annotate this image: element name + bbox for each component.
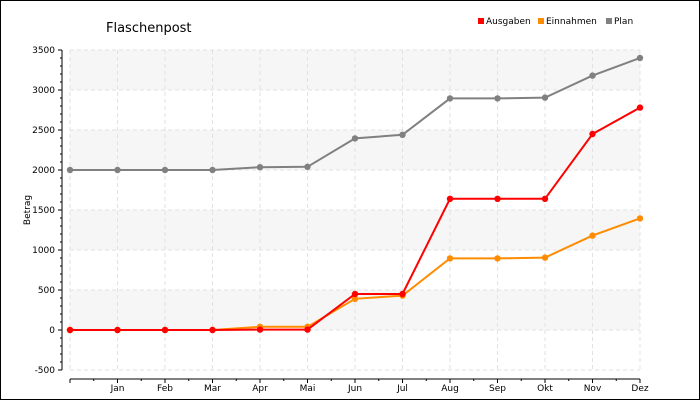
data-point bbox=[494, 255, 501, 262]
x-tick-label: Aug bbox=[441, 384, 459, 394]
data-point bbox=[351, 295, 359, 302]
x-tick-label: Mai bbox=[300, 384, 316, 394]
x-tick-label: Nov bbox=[584, 384, 602, 394]
y-tick-label: 500 bbox=[38, 286, 55, 296]
data-point bbox=[589, 232, 596, 239]
data-point bbox=[494, 195, 501, 202]
x-tick-label: Jun bbox=[347, 384, 362, 394]
data-point bbox=[66, 326, 74, 334]
background-band bbox=[70, 50, 640, 90]
x-tick-label: Sep bbox=[489, 384, 506, 394]
background-band bbox=[70, 210, 640, 250]
legend-swatch bbox=[538, 18, 544, 24]
data-point bbox=[446, 95, 454, 102]
data-point bbox=[161, 166, 169, 174]
x-tick-label: Jul bbox=[396, 384, 408, 394]
chart-title: Flaschenpost bbox=[106, 21, 192, 36]
data-point bbox=[114, 326, 121, 334]
y-tick-label: -500 bbox=[35, 366, 56, 376]
data-point bbox=[256, 326, 264, 333]
x-axis-ticks: Jan Feb Mar Apr Mai Jun Jul Aug Sep Okt Nov Dez bbox=[69, 379, 649, 394]
y-tick-label: 0 bbox=[49, 326, 55, 336]
y-axis-label: Betrag bbox=[23, 195, 33, 225]
y-tick-label: 2000 bbox=[32, 166, 55, 176]
x-tick-label: Apr bbox=[252, 384, 268, 394]
y-tick-label: 3500 bbox=[32, 46, 55, 56]
data-point bbox=[589, 130, 596, 138]
legend-label: Plan bbox=[614, 17, 633, 27]
data-point bbox=[351, 135, 359, 142]
data-point bbox=[541, 254, 549, 261]
data-point bbox=[66, 166, 74, 174]
data-point bbox=[399, 290, 406, 298]
legend: Ausgaben Einnahmen Plan bbox=[478, 17, 633, 27]
legend-swatch bbox=[606, 18, 612, 24]
x-tick-label: Mar bbox=[204, 384, 221, 394]
x-tick-label: Jan bbox=[110, 384, 125, 394]
y-tick-label: 1000 bbox=[32, 246, 55, 256]
x-tick-label: Okt bbox=[537, 384, 553, 394]
data-point bbox=[446, 255, 454, 262]
y-tick-label: 3000 bbox=[32, 86, 55, 96]
data-point bbox=[209, 326, 216, 334]
series-lines bbox=[66, 54, 644, 334]
x-tick-label: Feb bbox=[157, 384, 173, 394]
data-point bbox=[161, 326, 169, 334]
data-point bbox=[351, 290, 359, 298]
data-point bbox=[304, 163, 311, 170]
y-tick-label: 2500 bbox=[32, 126, 55, 136]
data-point bbox=[256, 164, 264, 171]
x-tick-label: Dez bbox=[631, 384, 648, 394]
legend-swatch bbox=[478, 18, 484, 24]
legend-label: Einnahmen bbox=[546, 17, 597, 27]
y-axis-ticks: -500 0 500 1000 1500 2000 2500 3000 3500 bbox=[32, 46, 62, 376]
data-point bbox=[589, 72, 596, 79]
data-point bbox=[494, 95, 501, 102]
legend-label: Ausgaben bbox=[486, 17, 531, 27]
data-point bbox=[636, 104, 644, 111]
data-point bbox=[209, 166, 216, 174]
data-point bbox=[114, 166, 121, 174]
data-point bbox=[541, 94, 549, 101]
data-point bbox=[541, 195, 549, 202]
data-point bbox=[636, 54, 644, 62]
y-tick-label: 1500 bbox=[32, 206, 55, 216]
data-point bbox=[399, 131, 406, 138]
data-point bbox=[636, 215, 644, 222]
data-point bbox=[446, 195, 454, 202]
data-point bbox=[304, 326, 311, 333]
